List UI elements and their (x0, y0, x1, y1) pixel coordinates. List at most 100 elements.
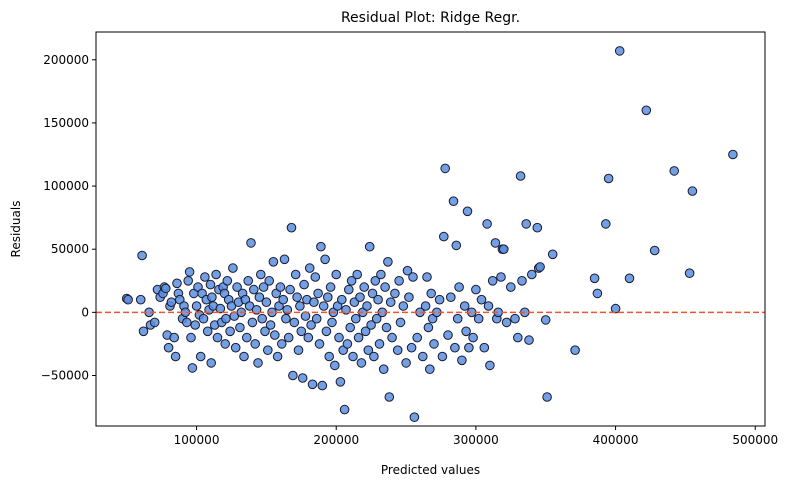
data-point (327, 317, 337, 328)
scatter-points (121, 46, 738, 423)
data-point (161, 283, 171, 294)
data-point (135, 294, 146, 305)
data-point (501, 317, 512, 328)
data-point (304, 263, 315, 273)
data-point (412, 332, 423, 343)
data-point (439, 231, 449, 242)
data-point (404, 292, 414, 303)
data-point (426, 288, 437, 299)
data-point (307, 379, 318, 390)
data-point (356, 358, 367, 368)
data-point (182, 317, 192, 328)
data-point (352, 269, 363, 280)
data-point (281, 313, 291, 324)
data-point (443, 330, 453, 340)
data-point (380, 282, 390, 292)
data-point (268, 257, 279, 267)
data-point (310, 272, 321, 282)
y-tick-label: −50000 (41, 368, 89, 382)
data-point (517, 276, 527, 286)
data-point (138, 326, 149, 337)
data-point (246, 238, 256, 248)
data-point (183, 276, 193, 286)
data-point (212, 332, 223, 343)
data-point (123, 294, 133, 305)
data-point (452, 313, 463, 324)
data-point (346, 276, 357, 286)
data-point (542, 392, 552, 402)
data-point (409, 412, 420, 423)
y-tick-label: 200000 (43, 53, 89, 67)
data-point (297, 373, 308, 383)
y-tick-label: 100000 (43, 179, 89, 193)
data-point (521, 219, 532, 229)
data-point (323, 292, 333, 303)
data-point (570, 345, 580, 356)
data-point (337, 294, 347, 305)
data-point (275, 282, 286, 292)
data-point (374, 339, 385, 349)
data-point (402, 265, 413, 276)
data-point (330, 360, 340, 371)
data-point (359, 282, 370, 292)
data-point (448, 196, 459, 206)
chart-title: Residual Plot: Ridge Regr. (341, 10, 520, 26)
data-point (286, 222, 297, 233)
data-point (278, 294, 289, 305)
data-point (370, 276, 381, 286)
data-point (371, 313, 382, 324)
data-point (592, 288, 603, 299)
data-point (290, 269, 301, 280)
data-point (331, 269, 342, 280)
data-point (476, 294, 487, 305)
data-point (490, 238, 501, 248)
data-point (317, 380, 328, 391)
data-point (535, 262, 545, 272)
data-point (321, 326, 332, 337)
data-point (311, 313, 322, 324)
data-point (398, 301, 409, 311)
data-point (270, 330, 280, 340)
data-point (378, 364, 389, 375)
data-point (684, 268, 695, 279)
data-point (434, 294, 445, 305)
data-point (471, 284, 481, 295)
data-point (360, 326, 371, 337)
data-point (394, 276, 404, 286)
data-point (383, 257, 393, 267)
y-axis-label: Residuals (9, 201, 23, 258)
data-point (487, 276, 498, 286)
data-point (283, 332, 294, 343)
data-point (205, 279, 216, 290)
data-point (235, 322, 245, 333)
data-point (228, 263, 238, 273)
data-point (292, 292, 302, 303)
data-point (496, 272, 506, 282)
data-point (225, 326, 235, 337)
data-point (293, 345, 304, 356)
data-point (299, 279, 309, 290)
data-point (309, 297, 319, 308)
data-point (215, 303, 226, 314)
data-point (649, 245, 660, 256)
data-point (524, 335, 534, 345)
data-point (461, 326, 471, 337)
data-point (610, 303, 621, 314)
data-point (408, 272, 418, 282)
data-point (242, 332, 252, 343)
data-point (211, 269, 221, 280)
y-tick-label: 50000 (51, 242, 89, 256)
x-axis-label: Predicted values (381, 463, 480, 477)
data-point (446, 292, 456, 303)
data-point (232, 282, 242, 292)
data-point (355, 292, 365, 303)
data-point (385, 297, 396, 308)
data-point (313, 288, 323, 299)
data-point (285, 284, 295, 295)
data-point (429, 339, 439, 349)
data-point (303, 332, 314, 343)
data-point (137, 250, 147, 261)
data-point (187, 363, 198, 373)
data-point (387, 332, 397, 343)
data-point (513, 332, 523, 343)
